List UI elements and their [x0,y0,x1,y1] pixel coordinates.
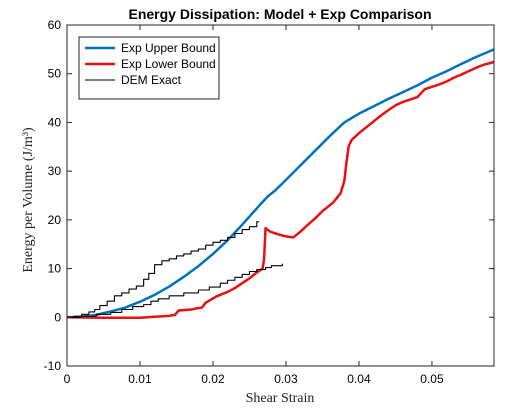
x-axis-label: Shear Strain [246,391,315,406]
y-axis-label: Energy per Volume (J/m³) [21,127,36,273]
y-tick-label: 30 [48,164,62,178]
x-tick-label: 0 [64,372,71,386]
y-tick-label: 50 [48,67,62,81]
x-tick-label: 0.02 [201,372,225,386]
x-tick-label: 0.04 [347,372,371,386]
y-tick-label: 60 [48,18,62,32]
legend-label: Exp Upper Bound [121,41,216,55]
y-tick-label: 40 [48,115,62,129]
axes-box [66,24,495,367]
x-tick-label: 0.05 [420,372,444,386]
series-lines [67,48,494,320]
y-tick-label: 10 [48,262,62,276]
y-tick-label: -10 [44,359,62,373]
legend: Exp Upper Bound Exp Lower Bound DEM Exact [78,36,220,100]
x-tick-label: 0.03 [274,372,298,386]
y-tick-label: 20 [48,213,62,227]
chart-title: Energy Dissipation: Model + Exp Comparis… [129,6,432,22]
series-line-exp-upper-bound-0 [67,48,494,319]
legend-label: Exp Lower Bound [121,57,216,71]
series-line-dem-secondary-3 [67,263,283,318]
legend-label: DEM Exact [121,73,182,87]
series-line-dem-exact-2 [67,220,259,318]
y-tick-label: 0 [54,310,61,324]
series-line-exp-lower-bound-1 [67,60,494,320]
x-tick-label: 0.01 [128,372,152,386]
